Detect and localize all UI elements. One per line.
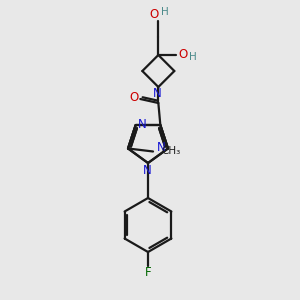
Text: N: N <box>157 141 165 154</box>
Text: N: N <box>142 164 152 176</box>
Text: O: O <box>179 47 188 61</box>
Text: H: H <box>161 7 169 17</box>
Text: H: H <box>190 52 197 62</box>
Text: CH₃: CH₃ <box>161 146 180 157</box>
Text: N: N <box>153 86 162 100</box>
Text: O: O <box>150 8 159 20</box>
Text: N: N <box>138 118 147 130</box>
Text: F: F <box>145 266 151 278</box>
Text: O: O <box>130 91 139 103</box>
